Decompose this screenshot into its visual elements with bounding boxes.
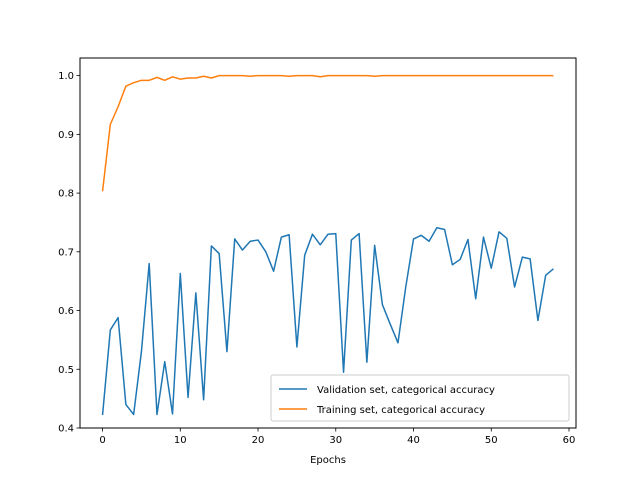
y-tick-label: 0.5 xyxy=(58,365,74,376)
legend-box xyxy=(270,374,570,422)
y-tick-label: 0.9 xyxy=(58,130,74,141)
plot-lines xyxy=(101,74,554,416)
x-tick-label: 10 xyxy=(174,435,187,446)
x-tick-label: 60 xyxy=(563,435,576,446)
x-tick-label: 50 xyxy=(485,435,498,446)
x-tick-label: 20 xyxy=(252,435,265,446)
y-tick-label: 0.7 xyxy=(58,247,74,258)
x-tick-label: 30 xyxy=(329,435,342,446)
x-axis-ticks: 0 10 20 30 40 50 60 xyxy=(99,428,575,446)
series-line-validation xyxy=(101,226,554,416)
y-axis-ticks: 0.4 0.5 0.6 0.7 0.8 0.9 1.0 xyxy=(58,71,80,435)
axes-frame xyxy=(79,57,577,429)
y-tick-label: 0.6 xyxy=(58,306,74,317)
x-tick-label: 40 xyxy=(407,435,420,446)
legend-label: Validation set, categorical accuracy xyxy=(317,385,495,396)
y-tick-label: 0.8 xyxy=(58,189,74,200)
y-tick-label: 0.4 xyxy=(58,424,74,435)
x-axis-label: Epochs xyxy=(310,455,346,466)
x-tick-label: 0 xyxy=(99,435,105,446)
legend-label: Training set, categorical accuracy xyxy=(316,405,485,416)
series-line-training xyxy=(101,74,554,192)
y-tick-label: 1.0 xyxy=(58,71,74,82)
legend: Validation set, categorical accuracy Trai… xyxy=(270,374,570,422)
